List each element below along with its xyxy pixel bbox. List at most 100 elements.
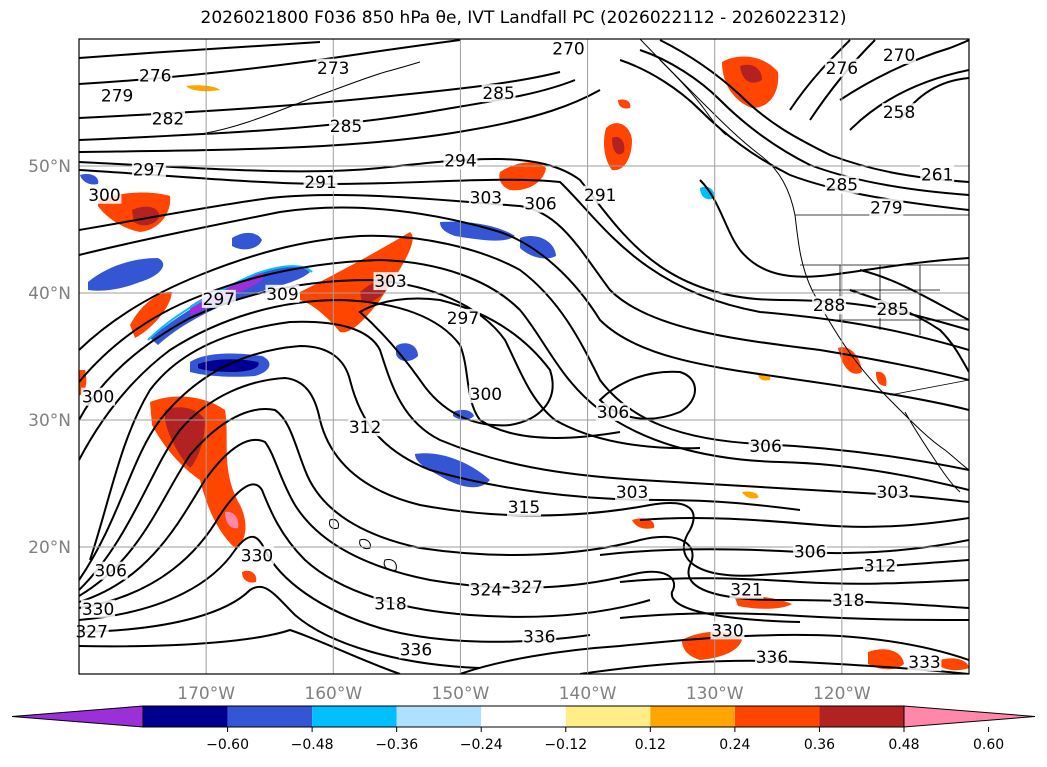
contour-label: 285 bbox=[876, 300, 908, 320]
contour-label-bg bbox=[131, 160, 166, 179]
contour-line bbox=[79, 483, 651, 618]
contour-label: 303 bbox=[616, 483, 648, 503]
contour-label-bg bbox=[240, 546, 274, 565]
contour-line bbox=[79, 585, 481, 669]
negative-anomaly-outline bbox=[147, 265, 313, 341]
contour-label-bg bbox=[265, 284, 300, 303]
contour-label: 270 bbox=[552, 40, 584, 60]
contour-line bbox=[809, 39, 876, 121]
contour-labels: 276 273 279 282 285 285 297 300 291 294 303 306 291 2… bbox=[74, 39, 955, 673]
contour-label: 279 bbox=[101, 87, 133, 107]
contour-line bbox=[79, 298, 621, 461]
contour-label-bg bbox=[138, 66, 173, 85]
lat-label: 40°N bbox=[28, 284, 71, 304]
colorbar-frame bbox=[142, 705, 905, 728]
contour-label: 315 bbox=[508, 498, 540, 518]
contour-label: 312 bbox=[349, 418, 381, 438]
colorbar-extend-high bbox=[903, 705, 1036, 728]
contour-label-bg bbox=[863, 556, 897, 575]
longitude-labels: 170°W 160°W 150°W 140°W 130°W 120°W bbox=[177, 684, 871, 704]
contour-label: 276 bbox=[826, 59, 858, 79]
contour-label-bg bbox=[615, 482, 650, 501]
contour-line bbox=[79, 376, 969, 591]
contour-label-bg bbox=[329, 117, 363, 136]
contour-line bbox=[849, 289, 969, 373]
colorbar-tick-label: 0.36 bbox=[804, 737, 835, 753]
contour-label: 279 bbox=[870, 198, 902, 218]
contour-label: 303 bbox=[374, 272, 406, 292]
colorbar-tick-label: 0.12 bbox=[635, 737, 666, 753]
alaska-panhandle bbox=[659, 59, 727, 136]
contour-line bbox=[639, 49, 969, 196]
contour-label-bg bbox=[596, 402, 630, 421]
contour-label: 330 bbox=[241, 546, 273, 566]
contour-line bbox=[358, 297, 554, 427]
contour-line bbox=[839, 39, 969, 101]
contour-label-bg bbox=[729, 580, 764, 599]
political-borders bbox=[795, 214, 969, 396]
contour-label-bg bbox=[74, 622, 109, 641]
aleutian-islands bbox=[199, 61, 421, 135]
contour-label-bg bbox=[93, 561, 128, 580]
theta-e-contours bbox=[79, 39, 969, 674]
contour-label-bg bbox=[445, 308, 480, 327]
contour-label: 285 bbox=[826, 176, 858, 196]
contour-label-bg bbox=[443, 151, 478, 170]
positive-anomaly-nw-core bbox=[132, 206, 160, 226]
contour-line bbox=[639, 516, 969, 528]
contour-label-bg bbox=[551, 39, 586, 58]
colorbar-tick-label: 0.24 bbox=[719, 737, 750, 753]
contour-line bbox=[659, 39, 969, 183]
contour-label-bg bbox=[882, 46, 917, 65]
us-mexico-border bbox=[889, 379, 969, 396]
contour-label: 297 bbox=[447, 309, 479, 329]
contour-label-bg bbox=[869, 198, 904, 217]
contour-label-bg bbox=[87, 185, 122, 204]
contour-label-bg bbox=[468, 580, 503, 599]
contour-label-bg bbox=[754, 648, 789, 667]
colorbar-extend-low bbox=[11, 705, 144, 728]
lat-label: 30°N bbox=[28, 411, 71, 431]
contour-label-bg bbox=[507, 498, 541, 517]
contour-label: 306 bbox=[794, 543, 826, 563]
contour-line bbox=[79, 194, 969, 381]
contour-label-bg bbox=[824, 175, 859, 194]
colorbar: −0.60 −0.48 −0.36 −0.24 −0.12 0.12 0.24 0.36 0.4… bbox=[11, 705, 1036, 753]
contour-label-bg bbox=[468, 385, 503, 404]
lon-label: 160°W bbox=[304, 684, 362, 704]
contour-line bbox=[619, 577, 969, 585]
contour-label-bg bbox=[373, 594, 408, 613]
positive-anomaly-small-3 bbox=[742, 491, 759, 499]
contour-line bbox=[79, 89, 601, 153]
colorbar-bin bbox=[565, 706, 651, 727]
contour-label: 336 bbox=[523, 628, 555, 648]
contour-label: 327 bbox=[510, 578, 542, 598]
contour-label: 309 bbox=[266, 285, 298, 305]
contour-label-bg bbox=[812, 296, 847, 315]
contour-label: 261 bbox=[921, 165, 953, 185]
contour-label: 294 bbox=[444, 151, 476, 171]
contour-label-bg bbox=[348, 418, 383, 437]
colorbar-bin bbox=[481, 706, 566, 727]
contour-label: 336 bbox=[400, 640, 432, 660]
contour-label: 300 bbox=[470, 385, 502, 405]
contour-label-bg bbox=[316, 58, 351, 77]
contour-label: 300 bbox=[88, 186, 120, 206]
contour-label-bg bbox=[907, 653, 942, 672]
contour-label: 318 bbox=[832, 591, 864, 611]
contour-label-bg bbox=[920, 165, 955, 184]
positive-anomaly-small-5 bbox=[632, 518, 655, 529]
positive-anomaly-se-4 bbox=[940, 658, 969, 671]
lat-label: 20°N bbox=[28, 538, 71, 558]
colorbar-bin bbox=[312, 706, 397, 727]
positive-anomaly-ne-core bbox=[740, 64, 762, 83]
contour-label-bg bbox=[398, 640, 433, 659]
lon-label: 170°W bbox=[177, 684, 235, 704]
negative-anomaly-mid bbox=[440, 221, 515, 241]
contour-label-bg bbox=[583, 185, 618, 204]
contour-line bbox=[79, 628, 401, 674]
contour-label-bg bbox=[875, 482, 910, 501]
contour-label-bg bbox=[81, 387, 116, 406]
positive-anomaly-small-4 bbox=[186, 85, 220, 92]
contour-line bbox=[79, 206, 969, 411]
